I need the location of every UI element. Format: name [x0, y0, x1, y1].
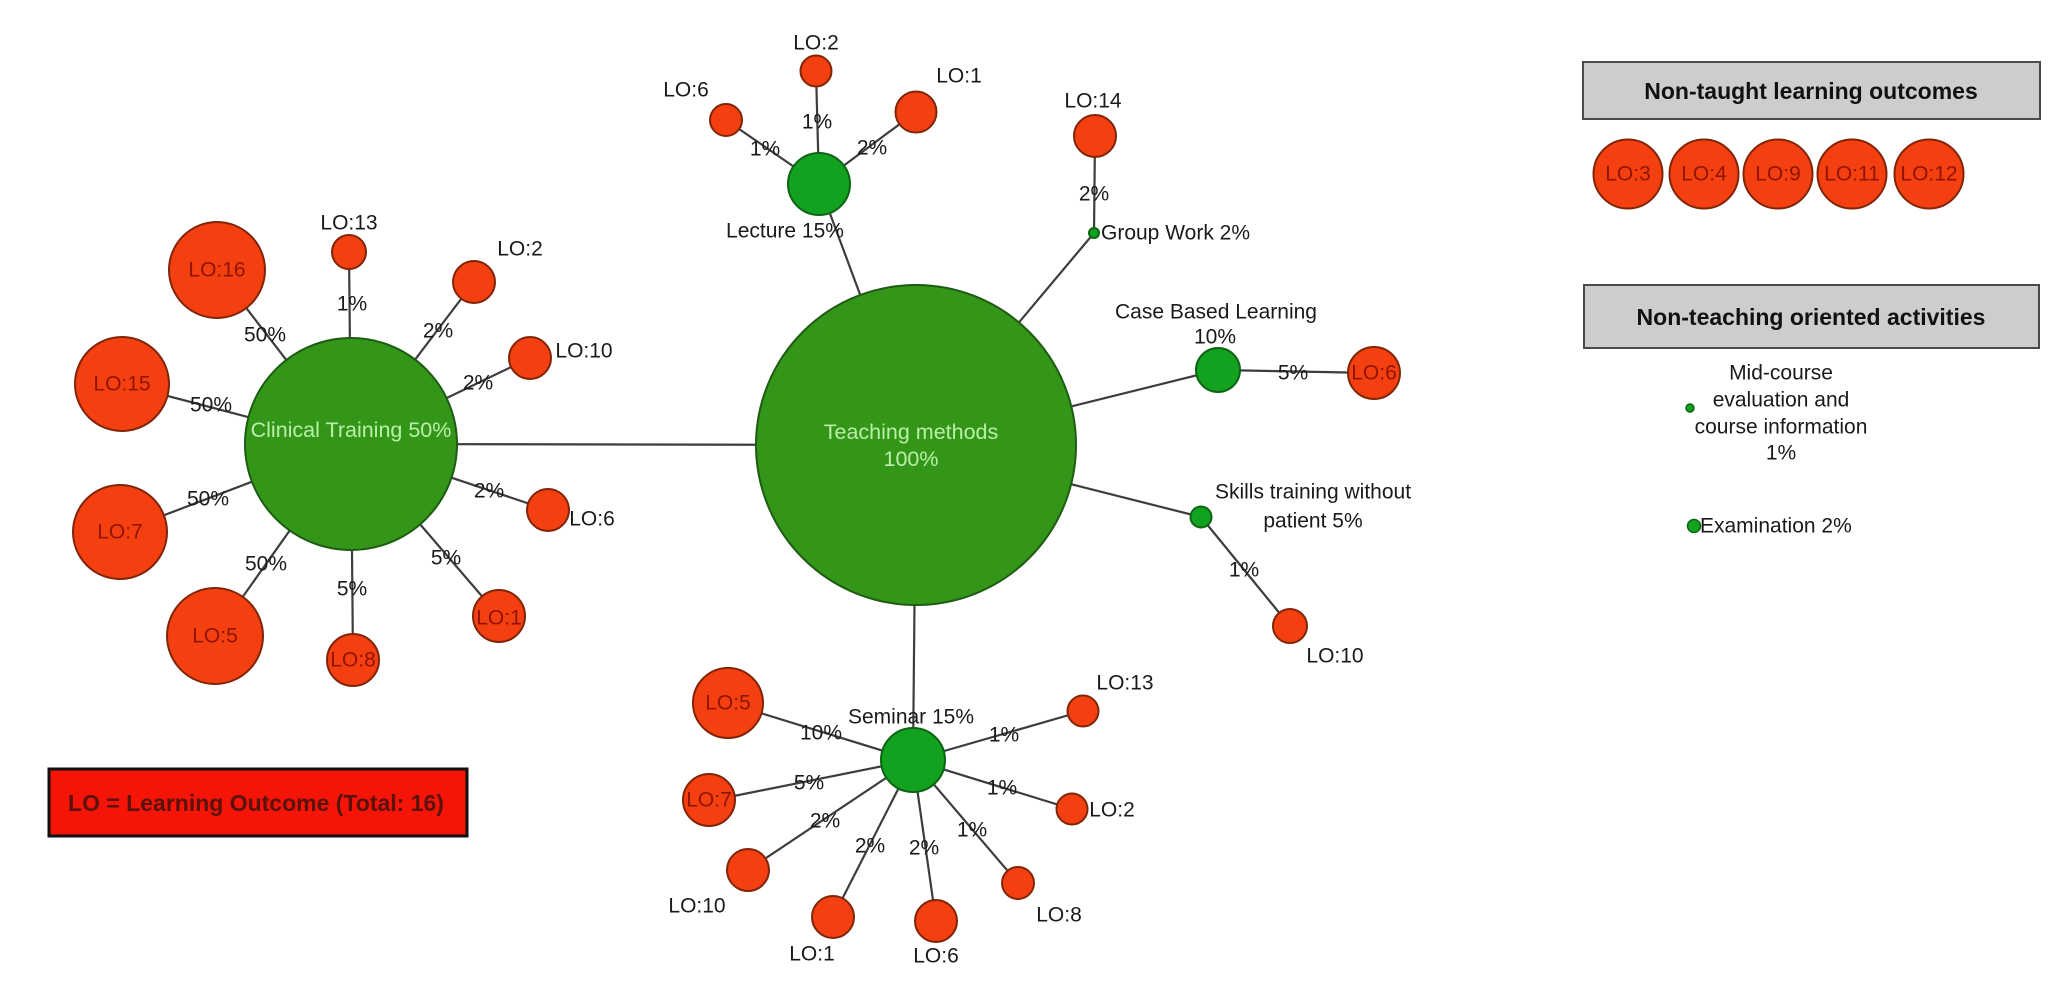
svg-text:LO:3: LO:3	[1605, 163, 1651, 186]
svg-text:course information: course information	[1695, 416, 1868, 439]
svg-text:LO:11: LO:11	[1824, 163, 1880, 186]
svg-text:Non-taught learning outcomes: Non-taught learning outcomes	[1644, 78, 1978, 104]
svg-text:2%: 2%	[1079, 183, 1109, 206]
svg-text:Clinical Training 50%: Clinical Training 50%	[251, 418, 452, 442]
svg-text:LO:5: LO:5	[705, 692, 751, 715]
svg-text:LO:10: LO:10	[1306, 645, 1363, 668]
svg-text:5%: 5%	[1278, 362, 1308, 385]
svg-text:Group Work 2%: Group Work 2%	[1101, 222, 1250, 245]
svg-text:LO:16: LO:16	[188, 259, 245, 282]
svg-text:LO:15: LO:15	[93, 373, 150, 396]
svg-text:LO:5: LO:5	[192, 625, 238, 648]
svg-text:2%: 2%	[474, 480, 504, 503]
svg-text:LO:12: LO:12	[1900, 163, 1957, 186]
svg-text:5%: 5%	[794, 772, 824, 795]
svg-text:LO:4: LO:4	[1681, 163, 1727, 186]
svg-text:LO:2: LO:2	[793, 32, 839, 55]
svg-text:50%: 50%	[244, 324, 286, 347]
svg-text:LO:13: LO:13	[320, 212, 377, 235]
svg-text:Examination 2%: Examination 2%	[1700, 515, 1852, 538]
svg-text:LO:6: LO:6	[663, 79, 709, 102]
svg-text:Skills training without: Skills training without	[1215, 481, 1411, 504]
svg-text:LO:7: LO:7	[97, 521, 143, 544]
svg-text:LO:6: LO:6	[913, 945, 959, 968]
svg-text:LO:1: LO:1	[936, 65, 982, 88]
svg-text:2%: 2%	[423, 320, 453, 343]
svg-text:2%: 2%	[855, 835, 885, 858]
svg-text:LO:13: LO:13	[1096, 672, 1153, 695]
svg-text:1%: 1%	[337, 293, 367, 316]
svg-text:LO:1: LO:1	[476, 607, 522, 630]
svg-text:LO:6: LO:6	[1351, 362, 1397, 385]
svg-text:patient 5%: patient 5%	[1263, 510, 1362, 533]
svg-text:LO:7: LO:7	[686, 789, 732, 812]
svg-text:Non-teaching oriented activiti: Non-teaching oriented activities	[1637, 304, 1986, 330]
svg-text:LO:6: LO:6	[569, 508, 615, 531]
svg-text:5%: 5%	[431, 547, 461, 570]
svg-text:1%: 1%	[802, 111, 832, 134]
svg-text:1%: 1%	[1766, 442, 1796, 465]
svg-text:LO:1: LO:1	[789, 943, 835, 966]
svg-text:LO = Learning Outcome (Total:: LO = Learning Outcome (Total: 16)	[68, 790, 444, 816]
svg-text:LO:8: LO:8	[1036, 904, 1082, 927]
svg-text:LO:8: LO:8	[330, 649, 376, 672]
svg-text:evaluation and: evaluation and	[1713, 389, 1850, 412]
svg-text:Mid-course: Mid-course	[1729, 362, 1833, 385]
svg-text:1%: 1%	[750, 138, 780, 161]
svg-text:1%: 1%	[957, 819, 987, 842]
svg-text:LO:2: LO:2	[1089, 799, 1135, 822]
svg-text:LO:10: LO:10	[668, 895, 725, 918]
svg-text:LO:2: LO:2	[497, 238, 543, 261]
svg-text:2%: 2%	[909, 837, 939, 860]
svg-text:Teaching methods: Teaching methods	[824, 420, 999, 444]
svg-text:1%: 1%	[1229, 559, 1259, 582]
svg-text:2%: 2%	[857, 137, 887, 160]
svg-text:50%: 50%	[190, 394, 232, 417]
svg-text:Case Based Learning: Case Based Learning	[1115, 301, 1317, 324]
svg-text:2%: 2%	[810, 810, 840, 833]
svg-text:50%: 50%	[245, 553, 287, 576]
svg-text:LO:9: LO:9	[1755, 163, 1801, 186]
svg-text:1%: 1%	[989, 724, 1019, 747]
svg-text:50%: 50%	[187, 488, 229, 511]
svg-text:LO:10: LO:10	[555, 340, 612, 363]
svg-text:LO:14: LO:14	[1064, 90, 1122, 113]
svg-text:100%: 100%	[884, 447, 939, 471]
svg-text:2%: 2%	[463, 372, 493, 395]
svg-text:5%: 5%	[337, 578, 367, 601]
svg-text:Lecture 15%: Lecture 15%	[726, 220, 844, 243]
svg-text:10%: 10%	[1194, 326, 1236, 349]
svg-text:1%: 1%	[987, 777, 1017, 800]
svg-text:10%: 10%	[800, 722, 842, 745]
svg-text:Seminar 15%: Seminar 15%	[848, 706, 974, 729]
